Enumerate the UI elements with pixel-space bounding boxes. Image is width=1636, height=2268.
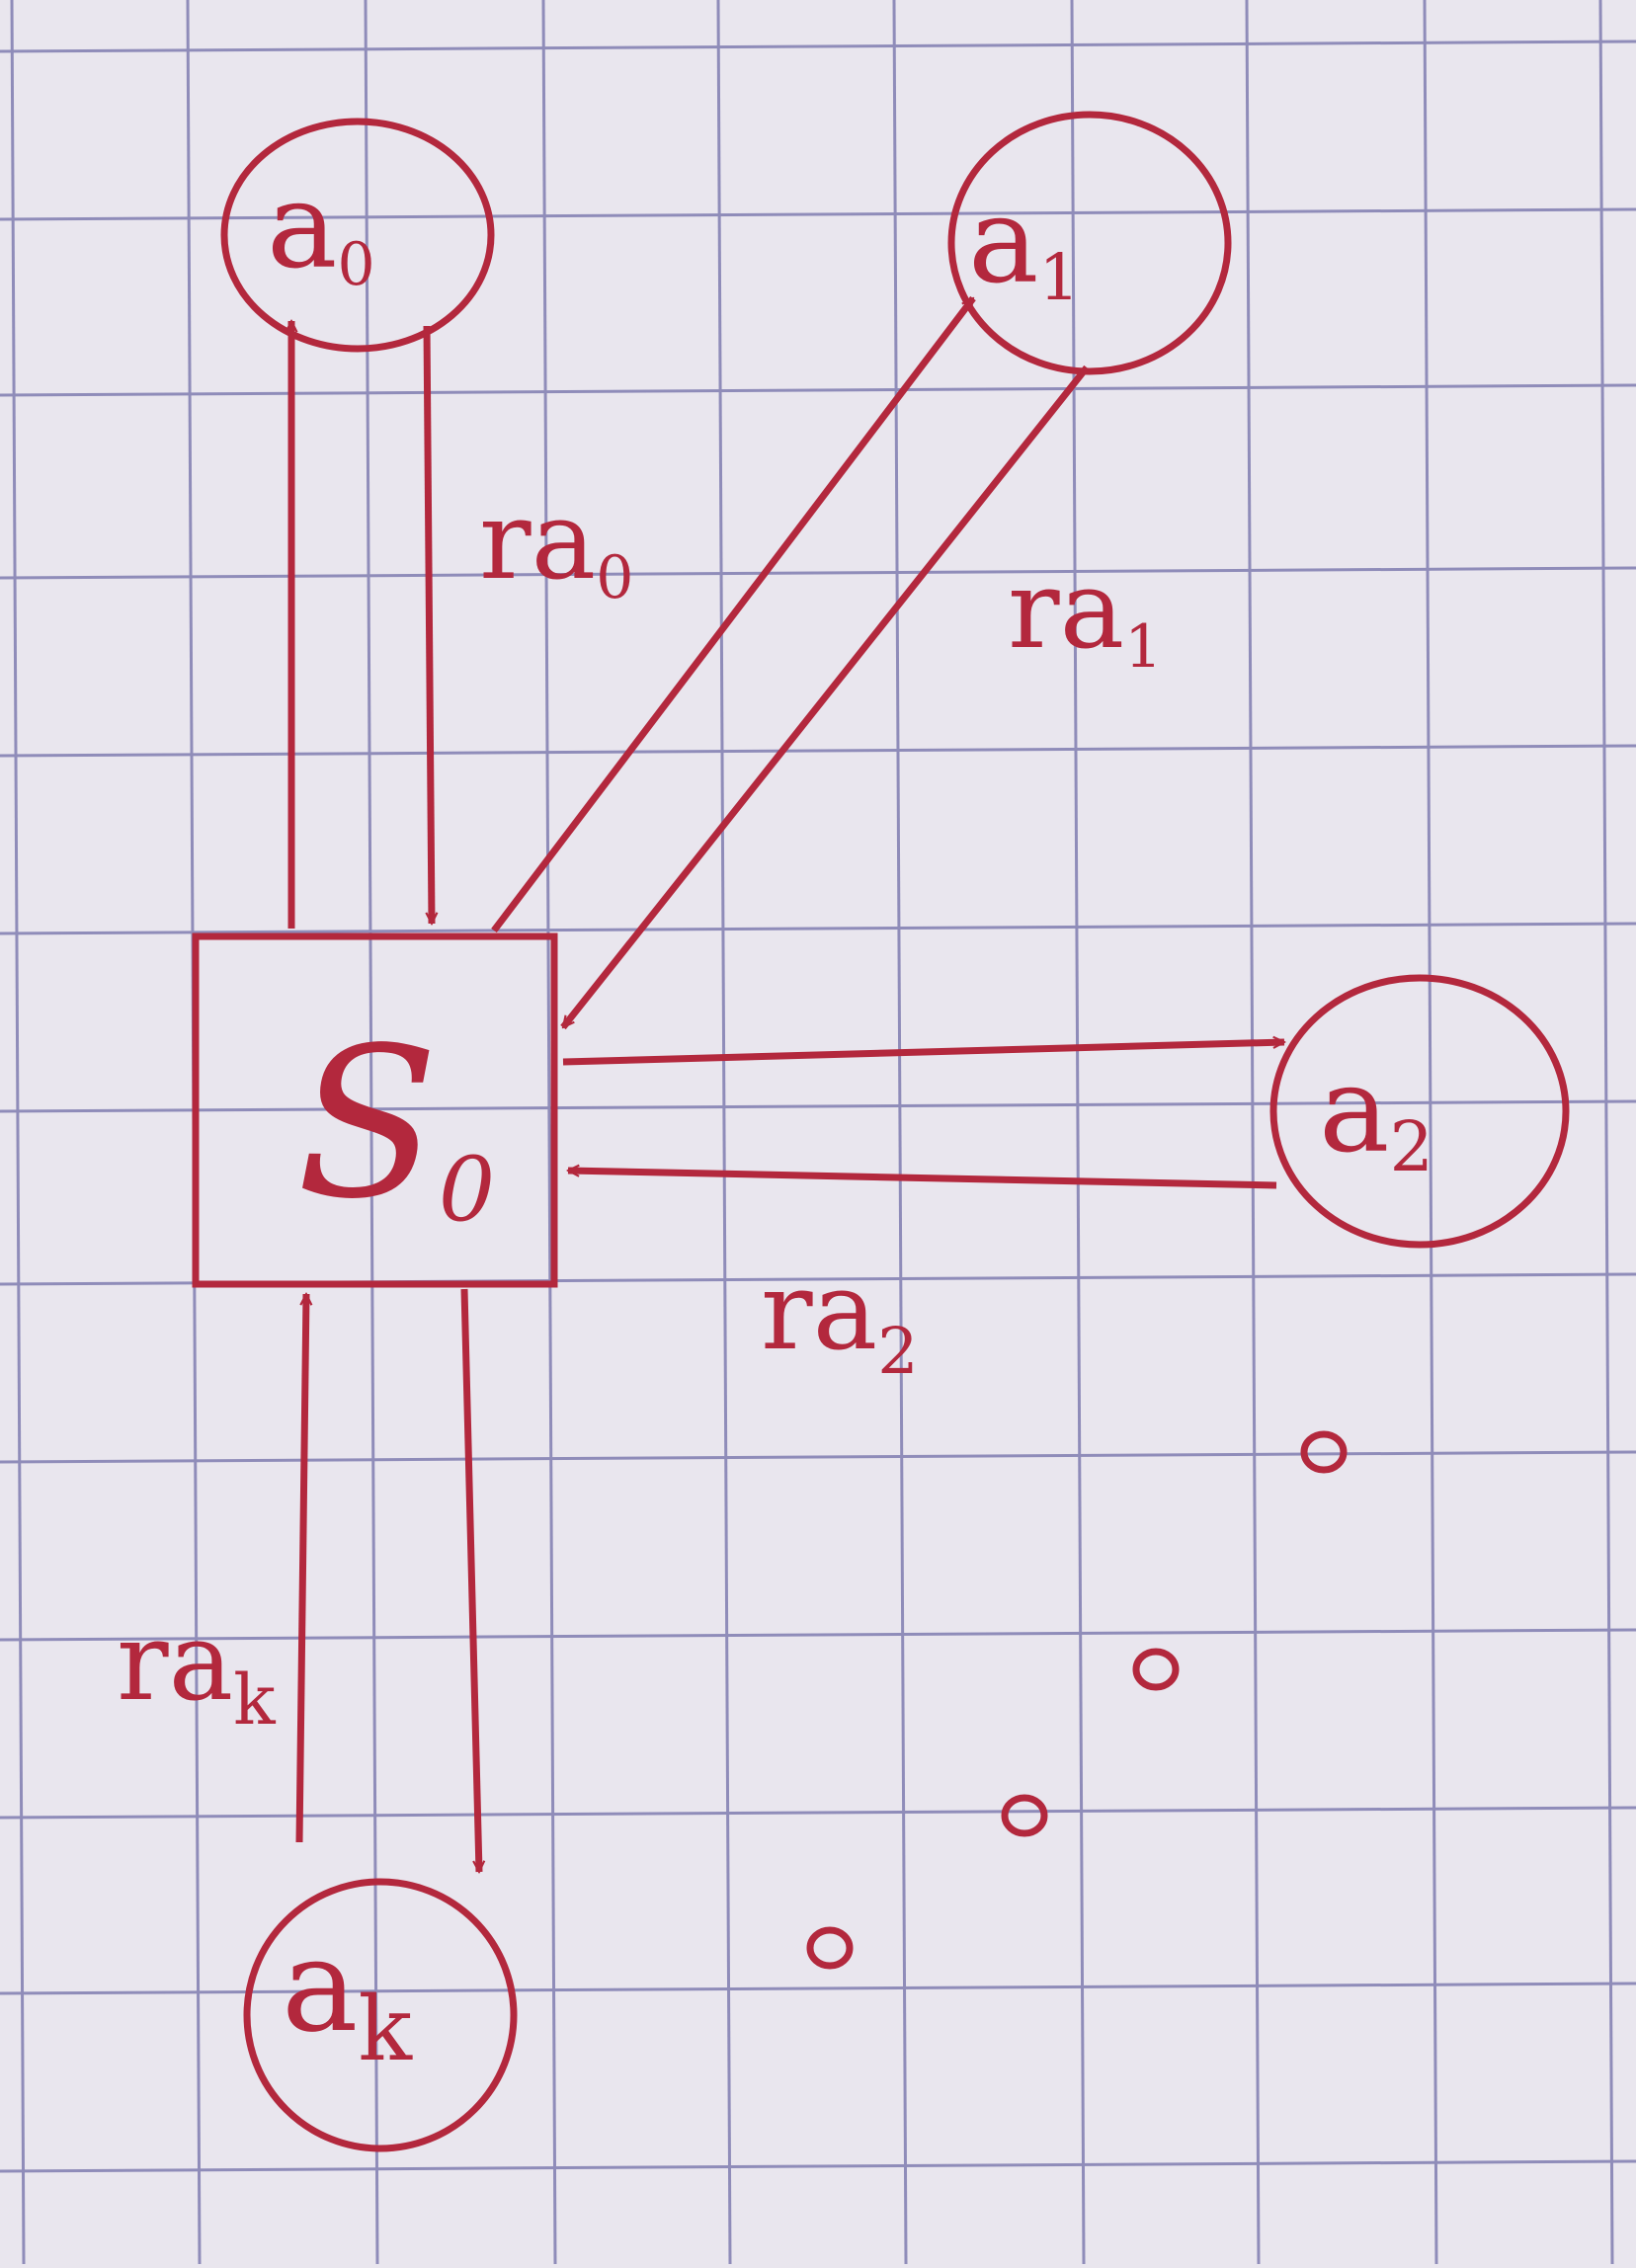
- state-box: [192, 932, 558, 1288]
- reward-label-ak: rak: [117, 1598, 276, 1741]
- grid-line-vertical: [1423, 0, 1438, 2265]
- grid-line-horizontal: [0, 383, 1636, 397]
- grid-line-horizontal: [0, 566, 1636, 580]
- state-subscript: 0: [439, 1138, 495, 1242]
- arrow-a2-to-s0: [568, 1171, 1277, 1189]
- reward-label-a2: ra2: [761, 1248, 919, 1389]
- arrow-s0-to-a2: [562, 1042, 1284, 1066]
- grid-line-vertical: [364, 0, 379, 2265]
- action-circle-a2: [1269, 974, 1570, 1249]
- arrow-a1-to-s0: [560, 364, 1090, 1030]
- action-label-ak: ak: [282, 1910, 414, 2081]
- state-node-s0: S0: [192, 932, 558, 1288]
- action-label-a0: a0: [267, 158, 375, 299]
- grid-line-horizontal: [0, 922, 1636, 935]
- arrow-ak-to-s0: [295, 1294, 306, 1843]
- ellipsis-dot: [1300, 1430, 1348, 1474]
- reward-label-a1: ra1: [1008, 546, 1162, 682]
- grid-line-vertical: [10, 0, 26, 2265]
- reward-label-a0: ra0: [479, 477, 633, 612]
- action-node-a0: a0: [220, 118, 495, 353]
- grid-line-vertical: [1245, 0, 1261, 2265]
- action-circle-a1: [947, 111, 1232, 375]
- action-subscript-a1: 1: [1039, 241, 1080, 315]
- grid-line-vertical: [716, 0, 732, 2265]
- grid-line-horizontal: [0, 2159, 1636, 2173]
- grid-line-horizontal: [0, 1806, 1636, 1820]
- ellipsis-dot: [1132, 1648, 1180, 1691]
- grid-line-horizontal: [0, 1628, 1636, 1642]
- ellipsis-dots: [806, 1430, 1348, 1970]
- arrow-a0-to-s0: [423, 325, 432, 924]
- action-node-ak: ak: [243, 1878, 518, 2152]
- action-subscript-ak: k: [359, 1978, 414, 2081]
- grid-line-horizontal: [0, 1450, 1636, 1464]
- reward-subscript-a0: 0: [596, 543, 633, 612]
- state-label: S0: [296, 1003, 495, 1245]
- ellipsis-dot: [1001, 1794, 1048, 1837]
- reward-subscript-ak: k: [233, 1660, 276, 1741]
- action-node-a1: a1: [947, 111, 1232, 375]
- action-label-a1: a1: [968, 173, 1080, 315]
- action-circle-a0: [220, 118, 495, 353]
- grid-line-horizontal: [0, 1982, 1636, 1995]
- ellipsis-dot: [806, 1926, 854, 1970]
- grid-line-vertical: [1070, 0, 1086, 2265]
- action-label-a2: a2: [1319, 1042, 1433, 1187]
- reward-subscript-a1: 1: [1124, 612, 1162, 682]
- grid-line-vertical: [541, 0, 557, 2265]
- action-circle-ak: [243, 1878, 518, 2152]
- action-subscript-a2: 2: [1390, 1106, 1434, 1187]
- arrow-s0-to-a1: [491, 295, 976, 933]
- grid-line-horizontal: [0, 40, 1636, 53]
- action-subscript-a0: 0: [338, 230, 375, 299]
- arrow-s0-to-ak: [460, 1288, 479, 1872]
- grid-line-horizontal: [0, 1099, 1636, 1113]
- grid-line-vertical: [1598, 0, 1614, 2265]
- grid-line-vertical: [892, 0, 908, 2265]
- action-node-a2: a2: [1269, 974, 1570, 1249]
- reward-subscript-a2: 2: [877, 1315, 918, 1389]
- grid-line-horizontal: [0, 744, 1636, 758]
- grid-line-horizontal: [0, 207, 1636, 221]
